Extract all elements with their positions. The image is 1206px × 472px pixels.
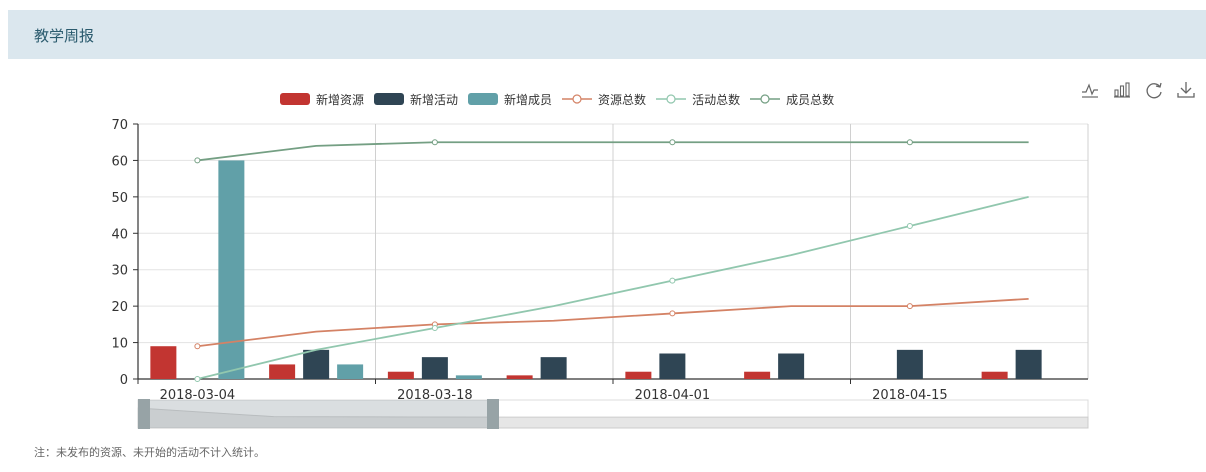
series-point — [669, 277, 676, 284]
chart-toolbox — [1080, 80, 1196, 100]
x-tick-label: 2018-03-04 — [160, 388, 236, 403]
legend-swatch — [374, 93, 405, 105]
bar — [218, 160, 245, 379]
report-title: 教学周报 — [34, 27, 95, 45]
data-zoom-preview — [137, 407, 1089, 429]
bar-chart-icon[interactable] — [1112, 80, 1132, 100]
series-point — [669, 310, 676, 317]
legend-line-symbol — [750, 94, 781, 104]
legend-swatch — [468, 93, 499, 105]
series-point — [194, 343, 201, 350]
bar — [1015, 349, 1042, 379]
data-zoom-handle-left[interactable] — [138, 399, 150, 429]
legend-item[interactable]: 成员总数 — [750, 91, 834, 108]
series-point — [669, 139, 676, 146]
legend-item[interactable]: 资源总数 — [562, 91, 646, 108]
data-zoom-selection[interactable] — [138, 400, 499, 428]
legend-line-symbol — [656, 94, 687, 104]
bar — [269, 364, 296, 379]
data-zoom-handle-right[interactable] — [487, 399, 499, 429]
y-tick-label: 50 — [111, 191, 128, 206]
chart-legend: 新增资源 新增活动 新增成员 资源总数 活动总数 成员总数 — [280, 90, 834, 108]
x-tick-label: 2018-04-15 — [872, 388, 948, 403]
series-point — [431, 325, 438, 331]
series-line — [197, 195, 1029, 380]
series-point — [194, 157, 201, 164]
legend-label: 新增成员 — [504, 92, 553, 107]
footnote: 注：未发布的资源、未开始的活动不计入统计。 — [34, 446, 265, 459]
series-point — [194, 376, 201, 382]
y-tick-label: 10 — [111, 337, 128, 352]
y-tick-label: 30 — [111, 264, 128, 279]
bar — [387, 371, 414, 379]
y-tick-label: 0 — [120, 373, 128, 388]
series-line — [197, 141, 1029, 162]
y-tick-label: 70 — [111, 118, 128, 133]
bar — [455, 375, 482, 379]
report-header: 教学周报 — [8, 10, 1206, 59]
bar — [625, 371, 652, 379]
bar — [303, 349, 330, 379]
bar — [778, 353, 805, 379]
legend-label: 资源总数 — [598, 92, 647, 107]
y-tick-label: 40 — [111, 227, 128, 242]
legend-line-symbol — [562, 94, 593, 104]
bar — [659, 353, 686, 379]
y-tick-label: 60 — [111, 154, 128, 169]
series-point — [906, 139, 913, 146]
legend-label: 活动总数 — [692, 92, 741, 107]
x-tick-label: 2018-03-18 — [397, 388, 473, 403]
y-tick-label: 20 — [111, 300, 128, 315]
refresh-icon[interactable] — [1144, 80, 1164, 100]
legend-item[interactable]: 活动总数 — [656, 91, 740, 108]
bar — [744, 371, 771, 379]
legend-swatch — [280, 93, 310, 105]
bar — [506, 375, 533, 379]
legend-item[interactable]: 新增资源 — [280, 91, 364, 108]
legend-item[interactable]: 新增活动 — [374, 91, 458, 108]
bar — [981, 371, 1008, 379]
download-icon[interactable] — [1176, 80, 1196, 100]
legend-label: 新增活动 — [410, 92, 459, 107]
series-point — [431, 139, 438, 146]
series-point — [906, 223, 913, 229]
bar — [896, 349, 923, 379]
legend-label: 成员总数 — [786, 92, 835, 107]
series-point — [906, 303, 913, 310]
bar — [540, 357, 567, 379]
bar — [421, 357, 448, 379]
x-tick-label: 2018-04-01 — [635, 388, 711, 403]
legend-item[interactable]: 新增成员 — [468, 91, 552, 108]
bar — [337, 364, 364, 379]
line-chart-icon[interactable] — [1080, 80, 1100, 100]
bar — [150, 346, 177, 379]
legend-label: 新增资源 — [316, 92, 365, 107]
series-line — [197, 297, 1029, 348]
weekly-report-chart: 0 10 20 30 40 50 60 70 2018-03-04 2018-03-18 2018-… — [111, 118, 1089, 429]
